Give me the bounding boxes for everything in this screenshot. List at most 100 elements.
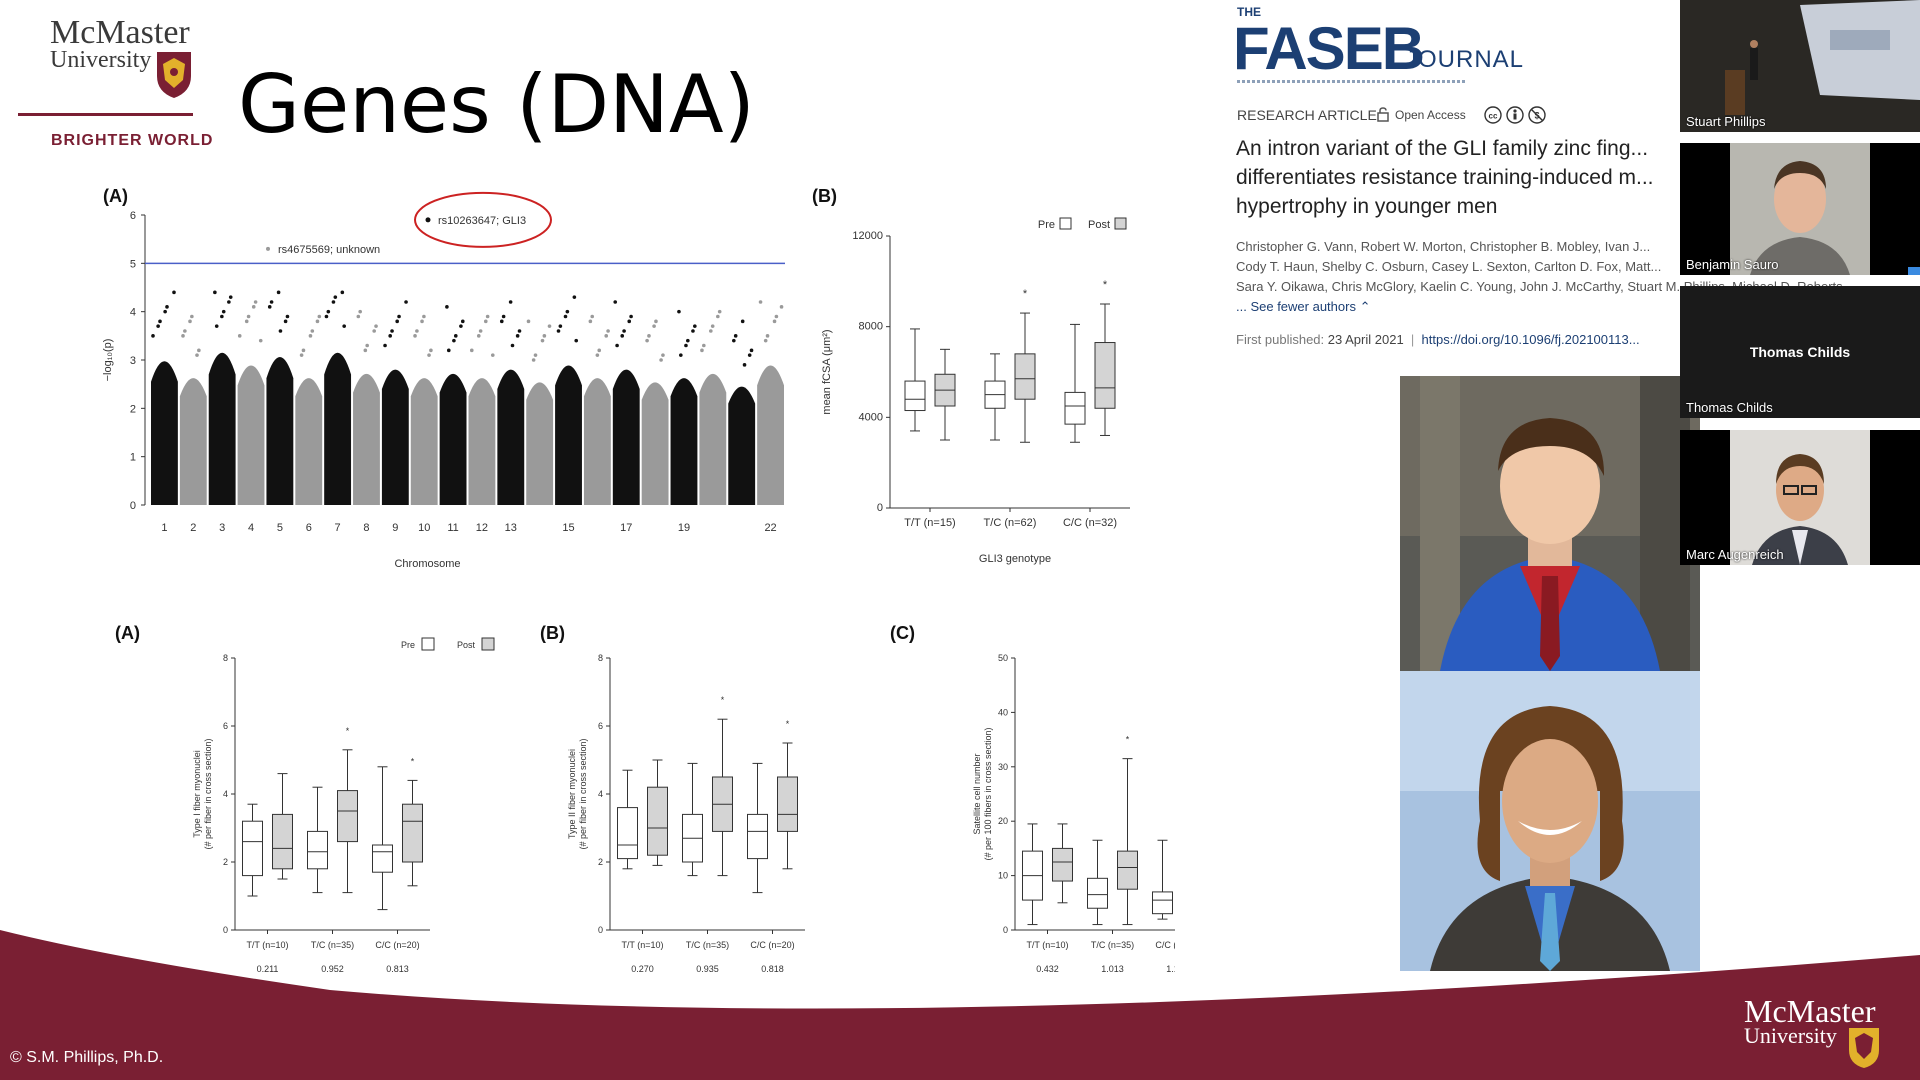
video-tile-benjamin-sauro[interactable]: Benjamin Sauro (1680, 143, 1920, 275)
chromosome-21-points (728, 386, 756, 505)
snp-point (415, 329, 419, 333)
snp-point (515, 334, 520, 338)
y-axis-label: Type II fiber myonuclei (567, 749, 577, 839)
y-axis-label-2: (# per 100 fibers in cross section) (983, 727, 993, 860)
cc-license-icons: cc $ (1484, 106, 1546, 124)
snp-point (709, 329, 713, 333)
chromosome-label: 9 (392, 522, 398, 534)
see-fewer-authors-link[interactable]: ... See fewer authors ⌃ (1236, 297, 1688, 317)
y-axis-label-2: (# per fiber in cross section) (203, 738, 213, 849)
snp-point (388, 334, 392, 338)
chromosome-label: 11 (447, 522, 458, 534)
journal-tagline-rule (1237, 80, 1467, 83)
group-label: T/T (n=10) (246, 940, 288, 950)
snp-point (710, 324, 715, 328)
y-tick-label: 5 (130, 258, 136, 270)
chromosome-3-points (208, 352, 236, 505)
snp-point (542, 334, 547, 338)
chromosome-label: 7 (335, 522, 341, 534)
journal-the: THE (1237, 5, 1261, 19)
fcsa-boxplot: (B) 0 4000 8000 12000 T/T (n=15) T/C (n=62) C/C… (812, 186, 1130, 565)
cohens-d-value: 0.952 (321, 964, 344, 974)
snp-point (659, 358, 663, 362)
snp-point (420, 319, 424, 324)
mcmaster-logo: McMaster University (50, 15, 190, 72)
chromosome-label: 2 (190, 522, 196, 534)
panel-label: (A) (115, 623, 140, 643)
y-tick-label: 0 (1003, 925, 1008, 935)
webcam-video (1730, 430, 1870, 565)
cohens-d-value: 0.818 (761, 964, 784, 974)
snp-point (740, 319, 745, 324)
post-box (1094, 342, 1116, 409)
doi-link[interactable]: https://doi.org/10.1096/fj.202100113... (1421, 332, 1640, 347)
snp-point (508, 300, 513, 304)
journal-name: FASEB (1233, 15, 1425, 82)
cohens-d-value: 0.211 (257, 964, 279, 974)
snp-point (595, 353, 600, 357)
panel-label: (A) (103, 186, 128, 206)
snp-point (269, 300, 274, 304)
chromosome-13-points (497, 369, 525, 505)
pre-box (747, 813, 768, 860)
snp-point (253, 300, 258, 304)
article-title[interactable]: An intron variant of the GLI family zinc… (1236, 137, 1654, 218)
y-tick-label: 50 (998, 653, 1008, 663)
y-tick-label: 0 (598, 925, 603, 935)
snp-point (499, 319, 504, 324)
snp-point (459, 324, 463, 328)
snp-point (383, 343, 387, 348)
pre-box (1152, 891, 1173, 915)
snp-point (251, 305, 256, 309)
chromosome-14-points (526, 382, 554, 505)
authors-line1: Christopher G. Vann, Robert W. Morton, C… (1236, 239, 1651, 254)
snp-top-point (425, 217, 431, 223)
legend-pre-swatch (421, 637, 435, 651)
cohens-d-value: 1.183 (1166, 964, 1175, 974)
snp-point (246, 314, 251, 319)
y-tick-label: 0 (877, 502, 883, 514)
video-tile-marc-augenreich[interactable]: Marc Augenreich (1680, 430, 1920, 565)
snp-point (228, 295, 233, 299)
chromosome-label: 1 (161, 522, 167, 534)
snp-point (356, 314, 361, 319)
y-axis-label: Satellite cell number (972, 753, 982, 834)
myo-chart-2: (B) 0 2 4 6 8 T/T (n=10) T/C (n=35) C/C (n=20) * *… (540, 623, 805, 974)
panel-label: (C) (890, 623, 915, 643)
y-tick-label: 4 (598, 789, 603, 799)
y-tick-label: 6 (223, 721, 228, 731)
snp-point (324, 314, 329, 319)
y-axis-label: −log₁₀(p) (102, 339, 114, 382)
snp-point (517, 329, 522, 333)
snp-point (365, 343, 369, 348)
tile-scroll-icon[interactable] (1908, 267, 1920, 275)
y-tick-label: 6 (130, 210, 136, 222)
snp-point (716, 314, 720, 319)
video-tile-thomas-childs[interactable]: Thomas Childs Thomas Childs (1680, 286, 1920, 418)
snp-point (404, 300, 408, 304)
chromosome-label: 17 (620, 522, 632, 534)
legend-post-label: Post (457, 640, 476, 650)
y-tick-label: 3 (130, 355, 136, 367)
snp-highlight-circle (414, 191, 552, 248)
snp-point (165, 305, 169, 309)
y-axis-label-2: (# per fiber in cross section) (578, 738, 588, 849)
open-access-label[interactable]: Open Access (1395, 108, 1466, 122)
video-tile-stuart-phillips[interactable]: Stuart Phillips (1680, 0, 1920, 132)
post-box (777, 776, 798, 832)
snp-point (283, 319, 288, 324)
snp-point (485, 314, 490, 319)
researcher-photo-2 (1400, 671, 1700, 971)
publication-info: First published: 23 April 2021 | https:/… (1236, 332, 1640, 347)
snp-point (372, 329, 376, 333)
snp-point (693, 324, 697, 328)
group-label: T/C (n=35) (686, 940, 729, 950)
chromosome-label: 22 (764, 522, 776, 534)
snp-point (237, 334, 242, 338)
snp-point (758, 300, 763, 304)
chromosome-label: 4 (248, 522, 254, 534)
snp-point (629, 314, 633, 319)
significance-star: * (1023, 288, 1028, 300)
snp-point (627, 319, 632, 324)
